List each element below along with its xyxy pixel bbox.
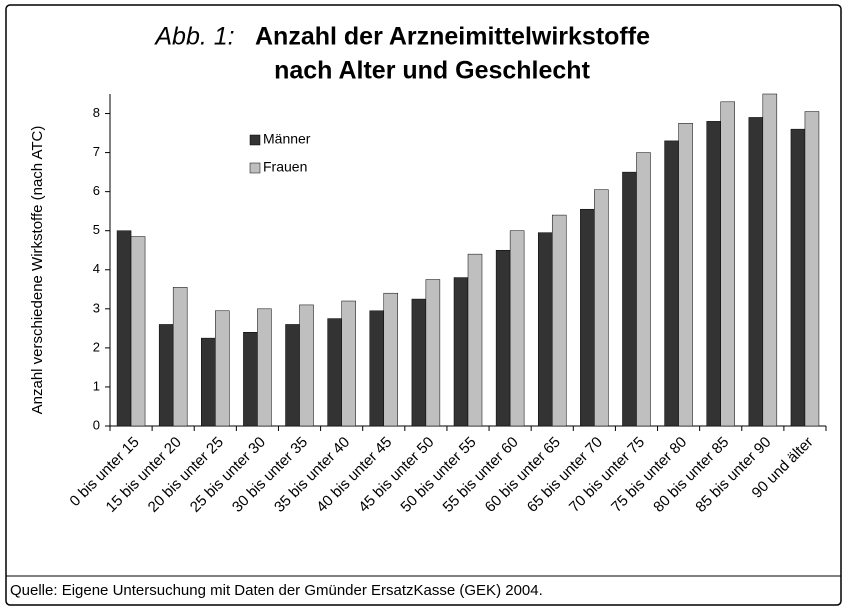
bar — [201, 337, 216, 427]
bar — [664, 140, 679, 427]
legend-swatch — [249, 134, 261, 146]
bar — [790, 128, 806, 427]
bar — [425, 279, 441, 427]
title-label: Abb. 1: — [153, 23, 234, 51]
y-tick-label: 1 — [93, 378, 100, 393]
bar — [804, 111, 820, 427]
bar — [327, 318, 342, 427]
bar — [158, 324, 174, 427]
bar — [453, 277, 469, 427]
bar — [383, 292, 399, 427]
bar — [257, 308, 272, 427]
bar — [130, 236, 146, 427]
y-tick-label: 7 — [93, 144, 100, 159]
chart-title: nach Alter und Geschlecht — [274, 57, 590, 85]
y-tick-label: 6 — [93, 183, 100, 198]
y-tick-label: 3 — [93, 300, 100, 315]
bar — [622, 171, 637, 427]
bar — [411, 298, 427, 427]
bar — [706, 121, 721, 427]
source-note: Quelle: Eigene Untersuchung mit Daten de… — [10, 582, 543, 599]
bar — [243, 332, 258, 427]
bar — [369, 310, 385, 427]
bar — [748, 117, 764, 427]
y-tick-label: 0 — [93, 417, 100, 432]
bar — [551, 214, 567, 427]
bar — [762, 93, 778, 427]
y-tick-label: 5 — [93, 222, 100, 237]
bar — [172, 287, 188, 427]
legend-label: Männer — [263, 131, 311, 147]
bar — [537, 232, 553, 427]
bar — [720, 101, 735, 427]
y-tick-label: 8 — [93, 105, 100, 120]
bar — [580, 208, 595, 427]
y-tick-label: 4 — [93, 261, 100, 276]
y-tick-label: 2 — [93, 339, 100, 354]
bar — [285, 324, 300, 427]
bar — [636, 152, 651, 427]
legend-label: Frauen — [263, 159, 307, 175]
bar — [215, 310, 230, 427]
chart-title: Anzahl der Arzneimittelwirkstoffe — [255, 23, 650, 51]
bar — [341, 300, 356, 427]
bar — [495, 249, 511, 427]
y-axis-title: Anzahl verschiedene Wirkstoffe (nach ATC… — [29, 126, 46, 415]
bar — [116, 230, 132, 427]
bar — [509, 230, 525, 427]
bar — [467, 253, 483, 427]
legend-swatch — [249, 162, 261, 174]
bar — [594, 189, 609, 427]
bar — [678, 123, 693, 427]
bar — [299, 304, 314, 427]
